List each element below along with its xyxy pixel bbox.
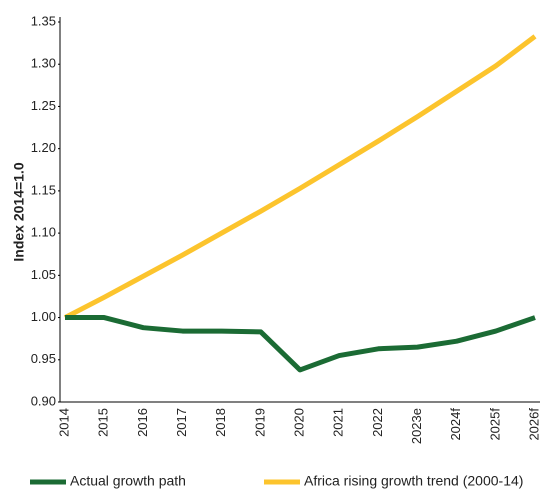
x-tick-label: 2017 — [174, 408, 189, 437]
y-tick-label: 1.15 — [31, 182, 56, 197]
series-line — [63, 34, 537, 320]
y-tick-label: 1.35 — [31, 13, 56, 28]
y-tick-label: 1.20 — [31, 140, 56, 155]
x-tick-label: 2016 — [135, 408, 150, 437]
y-tick-label: 1.10 — [31, 225, 56, 240]
x-tick-label: 2015 — [96, 408, 111, 437]
x-tick-label: 2020 — [291, 408, 306, 437]
y-tick-label: 1.05 — [31, 267, 56, 282]
x-tick-label: 2026f — [526, 408, 541, 441]
x-tick-label: 2022 — [370, 408, 385, 437]
x-tick-label: 2014 — [56, 408, 71, 437]
legend-label: Africa rising growth trend (2000-14) — [304, 473, 523, 489]
y-tick-label: 1.25 — [31, 98, 56, 113]
x-tick-label: 2021 — [331, 408, 346, 437]
y-tick-label: 1.30 — [31, 56, 56, 71]
series-line — [65, 315, 536, 373]
y-tick-label: 1.00 — [31, 309, 56, 324]
x-tick-label: 2023e — [409, 408, 424, 444]
y-axis-label: Index 2014=1.0 — [11, 162, 27, 261]
y-tick-label: 0.90 — [31, 393, 56, 408]
x-tick-label: 2025f — [487, 408, 502, 441]
x-tick-label: 2024f — [448, 408, 463, 441]
y-tick-label: 0.95 — [31, 351, 56, 366]
x-tick-label: 2019 — [252, 408, 267, 437]
legend-label: Actual growth path — [70, 473, 186, 489]
x-tick-label: 2018 — [213, 408, 228, 437]
